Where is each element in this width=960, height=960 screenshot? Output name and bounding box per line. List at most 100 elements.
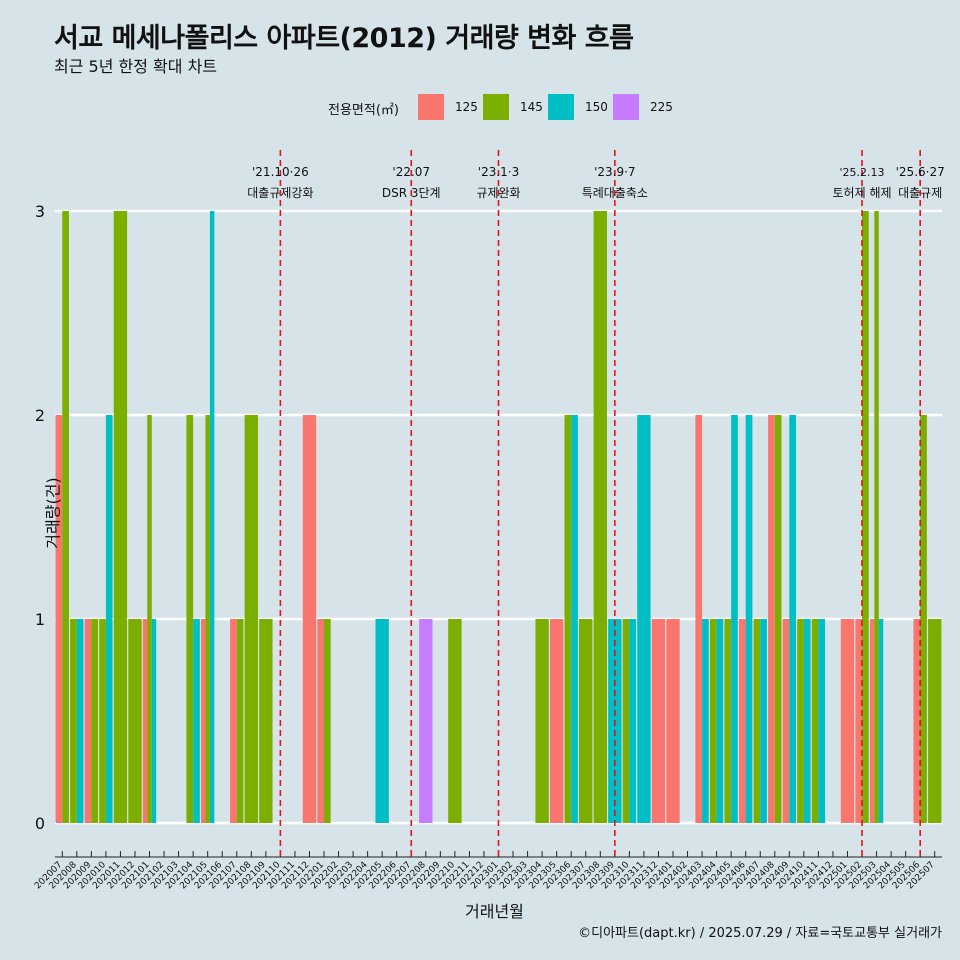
bar-202310-150: [629, 619, 637, 823]
bar-202503-145: [874, 211, 879, 823]
bar-202310-145: [622, 619, 630, 823]
bar-202411-145: [811, 619, 819, 823]
bar-202107-145: [236, 619, 244, 823]
legend-swatch-125: [418, 94, 444, 120]
bar-202205-150: [375, 619, 389, 823]
bar-202407-150: [760, 619, 767, 823]
bar-202507-145: [928, 619, 942, 823]
bar-202101-150: [151, 619, 157, 823]
bar-202410-145: [797, 619, 804, 823]
event-date-202207: '22.07: [392, 165, 430, 179]
bar-202105-145: [205, 415, 210, 823]
bar-202311-150: [637, 415, 651, 823]
bar-202410-150: [803, 619, 811, 823]
bar-202007-125: [55, 415, 63, 823]
bar-202007-145: [62, 211, 69, 823]
bar-202307-145: [579, 619, 593, 823]
chart-title: 서교 메세나폴리스 아파트(2012) 거래량 변화 흐름: [54, 23, 634, 54]
legend-swatch-145: [483, 94, 509, 120]
bar-202008-150: [76, 619, 84, 823]
bar-202404-150: [716, 619, 724, 823]
legend-item-145: 145: [483, 93, 543, 121]
bar-202408-125: [768, 415, 775, 823]
legend-item-150: 150: [548, 93, 608, 121]
bar-202101-125: [142, 619, 148, 823]
bar-202010-145: [99, 619, 106, 823]
bar-202502-125: [855, 619, 863, 823]
event-date-202506: '25.6·27: [896, 165, 945, 179]
bar-202112-125: [302, 415, 317, 823]
y-tick-label-0: 0: [35, 814, 45, 833]
bar-202201-145: [324, 619, 331, 823]
bar-202506-145: [920, 415, 927, 823]
bar-202406-150: [745, 415, 753, 823]
bar-202408-145: [774, 415, 782, 823]
bar-202409-125: [782, 619, 790, 823]
y-axis-title: 거래량(건): [43, 477, 63, 549]
bar-202010-150: [105, 415, 113, 823]
bar-202312-125: [651, 619, 666, 823]
bar-202401-125: [666, 619, 680, 823]
bar-202009-125: [84, 619, 92, 823]
legend-title: 전용면적(㎡): [328, 103, 399, 118]
bar-202406-125: [739, 619, 746, 823]
y-tick-label-2: 2: [35, 406, 45, 425]
legend-swatch-225: [613, 94, 639, 120]
bar-202306-145: [564, 415, 572, 823]
event-date-202502: '25.2.13: [840, 166, 885, 179]
event-label-202506: 대출규제: [898, 186, 942, 200]
bar-202108-145: [244, 415, 258, 823]
bar-202306-150: [571, 415, 578, 823]
bar-202305-125: [549, 619, 564, 823]
bar-202008-145: [70, 619, 77, 823]
legend-label-225: 225: [650, 100, 673, 114]
event-label-202502: 토허제 해제: [833, 186, 892, 200]
bar-202409-150: [789, 415, 797, 823]
bar-202104-145: [186, 415, 194, 823]
bar-202304-145: [535, 619, 549, 823]
bar-202403-150: [702, 619, 709, 823]
y-tick-label-1: 1: [35, 610, 45, 629]
bar-202109-145: [259, 619, 273, 823]
bar-202403-125: [695, 415, 703, 823]
bar-202405-145: [724, 619, 732, 823]
bar-202101-145: [147, 415, 152, 823]
event-date-202110: '21.10·26: [252, 165, 309, 179]
event-label-202301: 규제완화: [476, 186, 520, 200]
legend-item-125: 125: [418, 93, 478, 121]
x-axis-title: 거래년월: [465, 902, 524, 921]
bar-202503-125: [869, 619, 875, 823]
bar-202506-125: [913, 619, 921, 823]
y-tick-label-3: 3: [35, 202, 45, 221]
event-date-202301: '23.1·3: [478, 165, 519, 179]
bar-202404-145: [709, 619, 717, 823]
bar-202105-125: [200, 619, 206, 823]
bar-202503-150: [878, 619, 884, 823]
chart-subtitle: 최근 5년 한정 확대 차트: [54, 57, 218, 76]
legend-swatch-150: [548, 94, 574, 120]
legend-label-150: 150: [585, 100, 608, 114]
bar-202405-150: [731, 415, 738, 823]
bar-202502-145: [862, 211, 869, 823]
bar-202009-145: [91, 619, 99, 823]
bar-202011-145: [113, 211, 128, 823]
event-label-202110: 대출규제강화: [247, 186, 313, 200]
bar-202308-145: [593, 211, 607, 823]
legend-label-125: 125: [455, 100, 478, 114]
legend-item-225: 225: [613, 93, 673, 121]
bar-202012-145: [128, 619, 142, 823]
event-label-202309: 특례대출축소: [582, 186, 648, 200]
bar-202501-125: [840, 619, 855, 823]
bar-202201-125: [317, 619, 325, 823]
legend-label-145: 145: [520, 100, 543, 114]
bar-202208-225: [419, 619, 433, 823]
legend: 전용면적(㎡) 125 145 150 225: [0, 93, 960, 121]
bar-202105-150: [209, 211, 215, 823]
event-label-202207: DSR 3단계: [382, 186, 441, 200]
bar-202407-145: [753, 619, 761, 823]
event-date-202309: '23.9·7: [594, 165, 635, 179]
bar-202104-150: [193, 619, 200, 823]
bar-202107-125: [230, 619, 237, 823]
bar-202411-150: [818, 619, 826, 823]
